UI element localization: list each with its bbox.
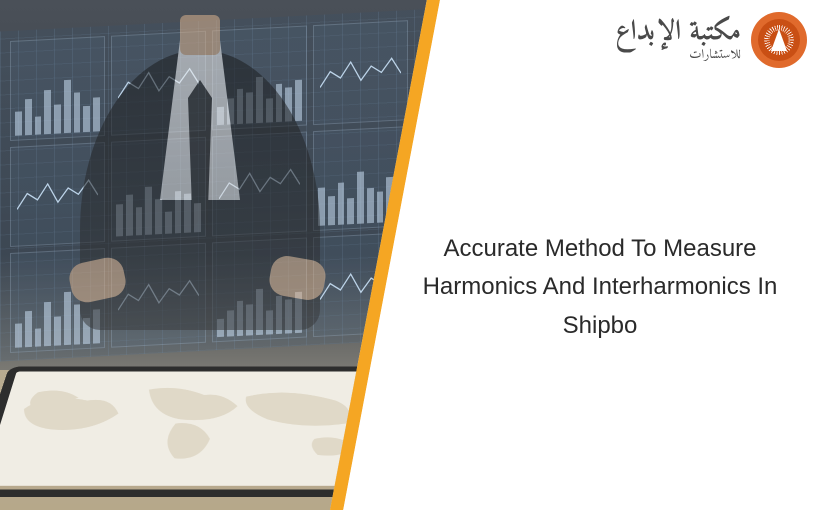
brand-wordmark: مكتبة الإبداع للاستشارات [615,19,741,62]
document-title: Accurate Method To Measure Harmonics And… [405,230,795,345]
brand-logo: مكتبة الإبداع للاستشارات [615,12,807,68]
brand-name: مكتبة الإبداع [615,19,741,47]
hero-photo-region [0,0,440,510]
hero-image [0,0,440,510]
businessman-figure [40,0,360,330]
brand-badge-icon [751,12,807,68]
